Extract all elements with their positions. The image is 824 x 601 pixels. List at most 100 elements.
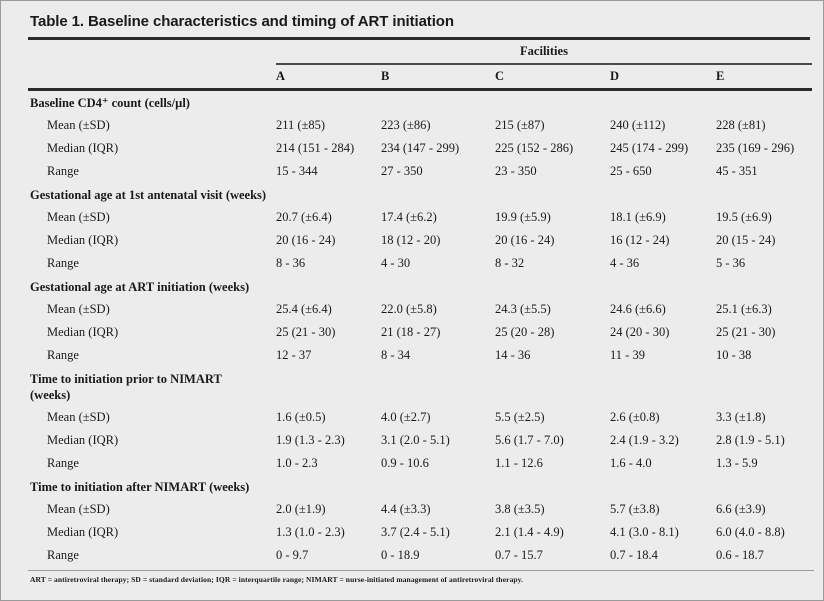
cell-facility-E: 228 (±81) [716, 118, 766, 132]
cell-facility-C: 1.1 - 12.6 [495, 456, 543, 470]
cell-facility-E: 0.6 - 18.7 [716, 548, 764, 562]
row-label: Median (IQR) [47, 433, 119, 447]
cell-facility-B: 22.0 (±5.8) [381, 302, 437, 316]
cell-facility-E: 45 - 351 [716, 164, 758, 178]
row-label: Range [47, 348, 79, 362]
cell-facility-E: 25.1 (±6.3) [716, 302, 772, 316]
cell-facility-D: 25 - 650 [610, 164, 652, 178]
section-header-row: Gestational age at 1st antenatal visit (… [28, 183, 812, 206]
table-footnote: ART = antiretroviral therapy; SD = stand… [28, 570, 814, 585]
section-header-row: Baseline CD4⁺ count (cells/µl) [28, 90, 812, 115]
row-label: Mean (±SD) [47, 410, 110, 424]
cell-facility-A: 0 - 9.7 [276, 548, 309, 562]
cell-facility-D: 4.1 (3.0 - 8.1) [610, 525, 679, 539]
cell-facility-A: 25 (21 - 30) [276, 325, 336, 339]
cell-facility-B: 3.7 (2.4 - 5.1) [381, 525, 450, 539]
cell-facility-A: 8 - 36 [276, 256, 306, 270]
facilities-row: Facilities [28, 40, 813, 65]
cell-facility-D: 240 (±112) [610, 118, 666, 132]
cell-facility-C: 5.6 (1.7 - 7.0) [495, 433, 564, 447]
column-header-D: D [610, 64, 716, 91]
cell-facility-B: 234 (147 - 299) [381, 141, 460, 155]
cell-facility-D: 24 (20 - 30) [610, 325, 670, 339]
row-label: Range [47, 164, 79, 178]
cell-facility-B: 18 (12 - 20) [381, 233, 441, 247]
cell-facility-C: 23 - 350 [495, 164, 537, 178]
data-row: Median (IQR) 20 (16 - 24) 18 (12 - 20) 20 (… [28, 229, 812, 252]
column-header-E: E [716, 64, 813, 91]
cell-facility-D: 18.1 (±6.9) [610, 210, 666, 224]
section-header: Gestational age at ART initiation (weeks… [30, 280, 250, 294]
cell-facility-B: 21 (18 - 27) [381, 325, 441, 339]
cell-facility-B: 8 - 34 [381, 348, 411, 362]
cell-facility-B: 4.4 (±3.3) [381, 502, 431, 516]
section-header: Time to initiation after NIMART (weeks) [30, 480, 250, 494]
cell-facility-D: 2.6 (±0.8) [610, 410, 660, 424]
cell-facility-D: 0.7 - 18.4 [610, 548, 658, 562]
table-title: Table 1. Baseline characteristics and ti… [28, 9, 810, 40]
cell-facility-A: 1.0 - 2.3 [276, 456, 318, 470]
cell-facility-D: 2.4 (1.9 - 3.2) [610, 433, 679, 447]
cell-facility-E: 25 (21 - 30) [716, 325, 776, 339]
cell-facility-E: 5 - 36 [716, 256, 746, 270]
data-row: Median (IQR) 214 (151 - 284) 234 (147 - 29… [28, 137, 812, 160]
cell-facility-E: 6.0 (4.0 - 8.8) [716, 525, 785, 539]
cell-facility-A: 2.0 (±1.9) [276, 502, 326, 516]
cell-facility-C: 25 (20 - 28) [495, 325, 555, 339]
cell-facility-C: 3.8 (±3.5) [495, 502, 545, 516]
section-header: Time to initiation prior to NIMART (week… [30, 372, 222, 402]
cell-facility-B: 3.1 (2.0 - 5.1) [381, 433, 450, 447]
cell-facility-D: 5.7 (±3.8) [610, 502, 660, 516]
cell-facility-A: 12 - 37 [276, 348, 312, 362]
data-row: Mean (±SD) 2.0 (±1.9) 4.4 (±3.3) 3.8 (±3.5)… [28, 498, 812, 521]
cell-facility-C: 215 (±87) [495, 118, 545, 132]
data-row: Median (IQR) 1.9 (1.3 - 2.3) 3.1 (2.0 - 5.… [28, 429, 812, 452]
column-header-B: B [381, 64, 495, 91]
cell-facility-C: 20 (16 - 24) [495, 233, 555, 247]
row-label: Median (IQR) [47, 325, 119, 339]
cell-facility-B: 27 - 350 [381, 164, 423, 178]
cell-facility-A: 1.3 (1.0 - 2.3) [276, 525, 345, 539]
cell-facility-B: 17.4 (±6.2) [381, 210, 437, 224]
cell-facility-A: 214 (151 - 284) [276, 141, 355, 155]
data-row: Range 1.0 - 2.3 0.9 - 10.6 1.1 - 12.6 1.6 - … [28, 452, 812, 475]
cell-facility-A: 15 - 344 [276, 164, 318, 178]
row-label: Median (IQR) [47, 525, 119, 539]
cell-facility-A: 1.6 (±0.5) [276, 410, 326, 424]
row-label: Mean (±SD) [47, 302, 110, 316]
row-label: Mean (±SD) [47, 118, 110, 132]
data-row: Range 12 - 37 8 - 34 14 - 36 11 - 39 10 - 38 [28, 344, 812, 367]
row-label: Range [47, 256, 79, 270]
data-row: Median (IQR) 25 (21 - 30) 21 (18 - 27) 25 (… [28, 321, 812, 344]
cell-facility-B: 4 - 30 [381, 256, 411, 270]
section-header-row: Time to initiation prior to NIMART (week… [28, 367, 812, 406]
letters-spacer [28, 64, 276, 91]
row-label: Mean (±SD) [47, 210, 110, 224]
column-header-C: C [495, 64, 610, 91]
section-header: Baseline CD4⁺ count (cells/µl) [30, 96, 190, 110]
cell-facility-B: 223 (±86) [381, 118, 431, 132]
data-row: Range 15 - 344 27 - 350 23 - 350 25 - 650 45 … [28, 160, 812, 183]
cell-facility-E: 1.3 - 5.9 [716, 456, 758, 470]
cell-facility-D: 16 (12 - 24) [610, 233, 670, 247]
data-row: Mean (±SD) 20.7 (±6.4) 17.4 (±6.2) 19.9 (±5… [28, 206, 812, 229]
cell-facility-C: 19.9 (±5.9) [495, 210, 551, 224]
section-header-row: Gestational age at ART initiation (weeks… [28, 275, 812, 298]
data-row: Mean (±SD) 211 (±85) 223 (±86) 215 (±87) 240… [28, 114, 812, 137]
cell-facility-B: 0.9 - 10.6 [381, 456, 429, 470]
cell-facility-E: 3.3 (±1.8) [716, 410, 766, 424]
section-header-row: Time to initiation after NIMART (weeks) [28, 475, 812, 498]
cell-facility-A: 1.9 (1.3 - 2.3) [276, 433, 345, 447]
cell-facility-E: 2.8 (1.9 - 5.1) [716, 433, 785, 447]
cell-facility-A: 25.4 (±6.4) [276, 302, 332, 316]
cell-facility-D: 1.6 - 4.0 [610, 456, 652, 470]
data-row: Range 8 - 36 4 - 30 8 - 32 4 - 36 5 - 36 [28, 252, 812, 275]
cell-facility-C: 2.1 (1.4 - 4.9) [495, 525, 564, 539]
cell-facility-C: 8 - 32 [495, 256, 525, 270]
row-label: Range [47, 548, 79, 562]
cell-facility-A: 20.7 (±6.4) [276, 210, 332, 224]
cell-facility-A: 20 (16 - 24) [276, 233, 336, 247]
data-row: Mean (±SD) 1.6 (±0.5) 4.0 (±2.7) 5.5 (±2.5)… [28, 406, 812, 429]
